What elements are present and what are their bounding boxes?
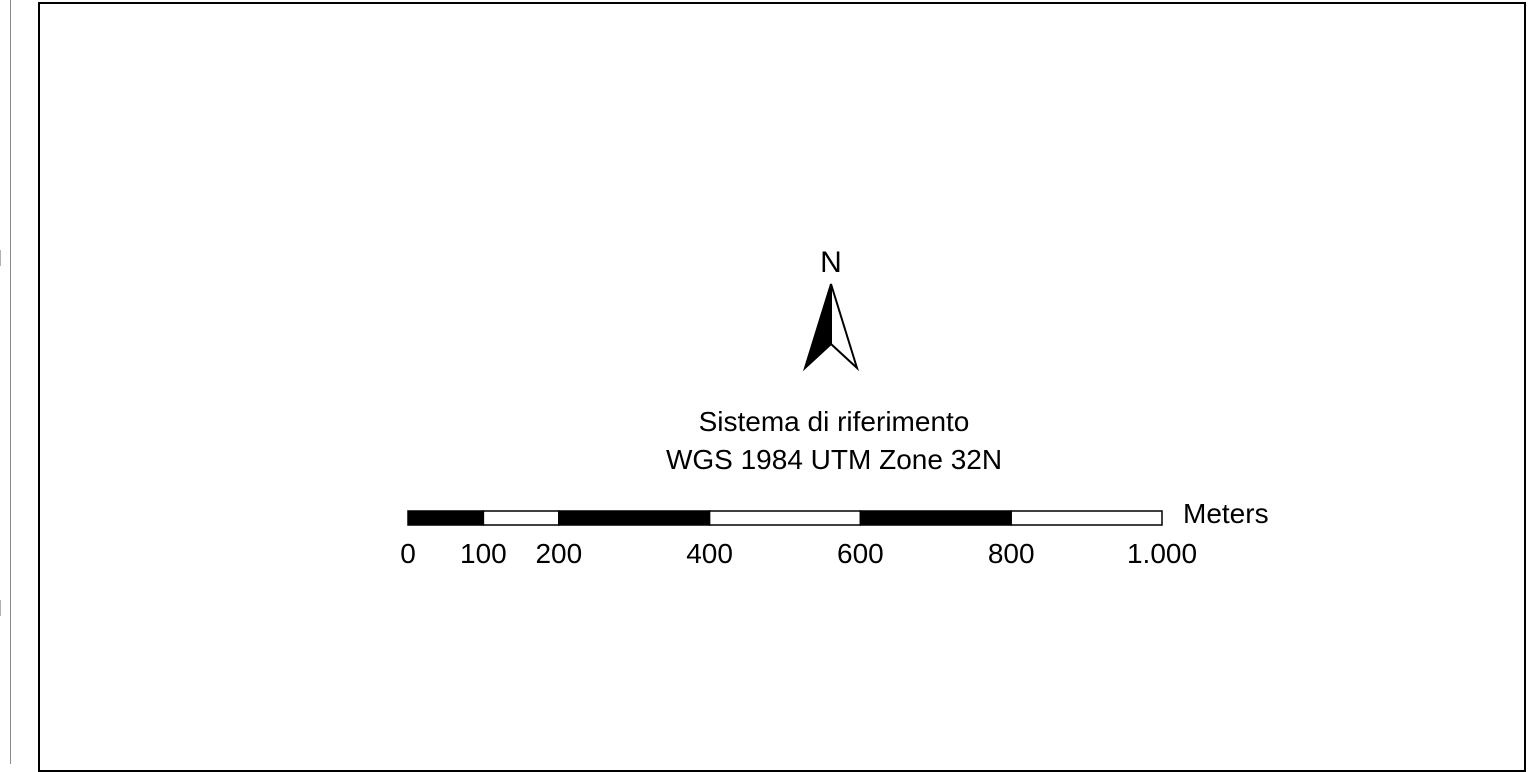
north-arrow-label: N xyxy=(820,246,842,279)
panel-edge-mark xyxy=(0,600,7,616)
scale-bar-segment xyxy=(558,510,711,526)
scale-bar-segment xyxy=(482,510,560,526)
scale-bar-units: Meters xyxy=(1183,498,1269,529)
crs-title: Sistema di riferimento xyxy=(698,406,970,437)
panel-edge-mark xyxy=(0,250,7,266)
scale-bar-tick-label: 800 xyxy=(987,538,1035,569)
scale-bar-tick-label: 100 xyxy=(460,538,507,569)
scale-bar-tick-label: 400 xyxy=(686,538,733,569)
scale-bar-segment xyxy=(859,510,1012,526)
north-arrow-icon xyxy=(802,283,860,372)
scale-bar-tick-label: 1.000 xyxy=(1126,538,1198,569)
scale-bar-tick-label: 600 xyxy=(837,538,884,569)
scale-bar-segment xyxy=(407,510,485,526)
scale-bar xyxy=(407,510,1163,526)
map-frame xyxy=(38,2,1526,772)
scale-bar-tick-label: 200 xyxy=(535,538,583,569)
crs-name: WGS 1984 UTM Zone 32N xyxy=(665,444,1003,475)
scale-bar-segment xyxy=(1010,510,1163,526)
scale-bar-tick-label: 0 xyxy=(400,538,416,569)
scale-bar-segment xyxy=(708,510,862,526)
adjacent-panel-edge xyxy=(0,0,11,764)
coordinate-system-text: Sistema di riferimento WGS 1984 UTM Zone… xyxy=(666,408,1002,474)
